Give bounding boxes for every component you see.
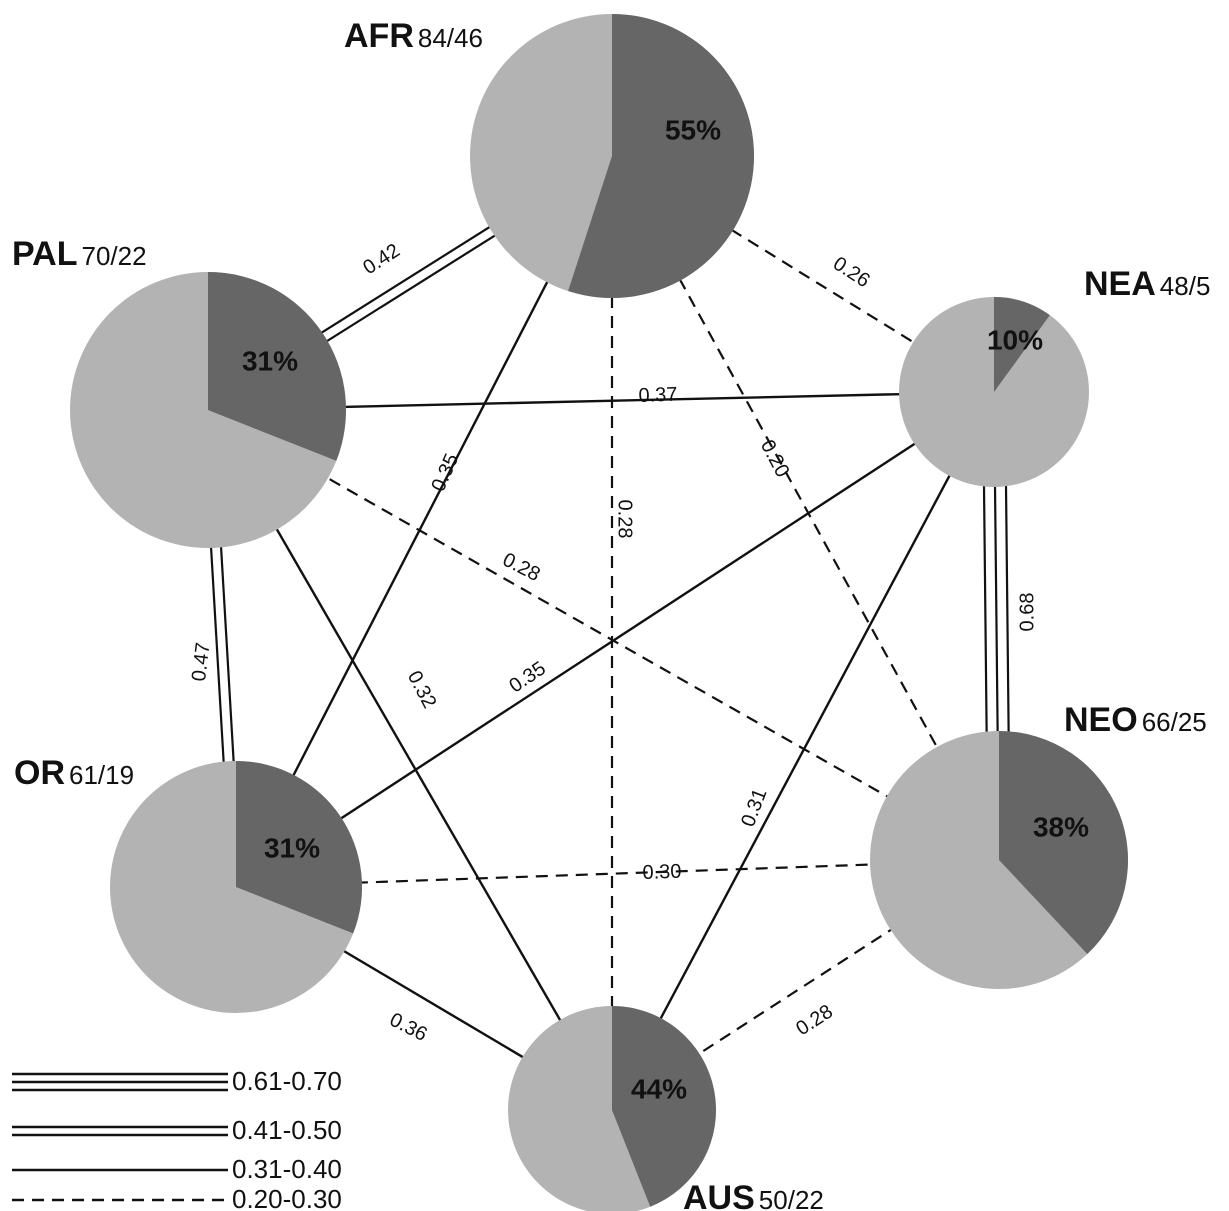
- nodes-layer: 55% AFR 84/46 31% PAL 70/22 10% NEA 48/5 38% NEO 66…: [12, 14, 1210, 1211]
- region-counts: 50/22: [759, 1185, 824, 1211]
- legend-label: 0.31-0.40: [232, 1154, 342, 1184]
- edge-label-pal-or: 0.47: [188, 641, 215, 682]
- region-node-nea: 10% NEA 48/5: [899, 265, 1210, 487]
- region-name: NEO: [1064, 701, 1138, 739]
- edge-line: [611, 155, 995, 393]
- edge-label-nea-neo: 0.68: [1016, 593, 1038, 632]
- pie-share-or: [236, 761, 362, 934]
- edge-label-pal-aus: 0.32: [403, 667, 441, 712]
- edge-nea-or: [235, 390, 995, 889]
- region-label-aus: AUS 50/22: [683, 1179, 824, 1211]
- edge-label-nea-aus: 0.31: [737, 786, 771, 830]
- edge-line: [611, 155, 1000, 861]
- percent-label-or: 31%: [264, 832, 320, 863]
- percent-label-aus: 44%: [631, 1073, 687, 1104]
- edge-label-neo-aus: 0.28: [792, 1001, 837, 1041]
- edge-label-afr-aus: 0.28: [614, 500, 636, 539]
- edge-nea-aus: [610, 391, 996, 1111]
- region-label-pal: PAL 70/22: [12, 235, 147, 273]
- pie-share-aus: [612, 1006, 716, 1207]
- legend-item-double: 0.41-0.50: [12, 1115, 342, 1145]
- region-label-afr: AFR 84/46: [344, 17, 483, 55]
- region-label-or: OR 61/19: [14, 754, 134, 792]
- region-name: AUS: [683, 1179, 755, 1211]
- edge-label-or-aus: 0.36: [386, 1009, 431, 1046]
- legend: 0.61-0.70 0.41-0.50 0.31-0.400.20-0.30: [12, 1066, 342, 1211]
- edge-label-afr-nea: 0.26: [829, 253, 874, 293]
- percent-label-nea: 10%: [987, 324, 1043, 355]
- pie-share-pal: [208, 272, 346, 461]
- legend-item-triple: 0.61-0.70: [12, 1066, 342, 1096]
- region-node-pal: 31% PAL 70/22: [12, 235, 346, 548]
- region-counts: 66/25: [1142, 707, 1207, 737]
- region-counts: 61/19: [69, 760, 134, 790]
- edge-label-nea-or: 0.35: [505, 657, 550, 697]
- legend-label: 0.20-0.30: [232, 1184, 342, 1211]
- region-counts: 84/46: [418, 23, 483, 53]
- region-node-aus: 44% AUS 50/22: [508, 1006, 824, 1211]
- pie-share-neo: [999, 731, 1128, 955]
- edge-line: [207, 409, 1000, 861]
- region-label-neo: NEO 66/25: [1064, 701, 1207, 739]
- pie-share-nea: [994, 297, 1050, 392]
- region-label-nea: NEA 48/5: [1084, 265, 1210, 303]
- legend-label: 0.61-0.70: [232, 1066, 342, 1096]
- pie-share-afr: [568, 14, 754, 298]
- legend-item-single: 0.31-0.40: [12, 1154, 342, 1184]
- region-counts: 70/22: [81, 241, 146, 271]
- region-name: PAL: [12, 235, 77, 273]
- edge-label-afr-or: 0.35: [427, 450, 463, 495]
- legend-item-dashed: 0.20-0.30: [12, 1184, 342, 1211]
- legend-label: 0.41-0.50: [232, 1115, 342, 1145]
- percent-label-pal: 31%: [242, 345, 298, 376]
- edge-line: [235, 390, 995, 889]
- edge-line: [610, 391, 996, 1111]
- edge-afr-nea: [611, 155, 995, 393]
- region-node-afr: 55% AFR 84/46: [344, 14, 754, 298]
- region-name: AFR: [344, 17, 414, 55]
- edge-label-or-neo: 0.30: [642, 861, 682, 884]
- region-name: OR: [14, 754, 65, 792]
- edge-afr-neo: [611, 155, 1000, 861]
- edge-label-afr-pal: 0.42: [359, 240, 404, 280]
- edge-pal-neo: [207, 409, 1000, 861]
- edge-line: [235, 858, 1000, 889]
- edge-label-pal-nea: 0.37: [638, 384, 678, 407]
- percent-label-afr: 55%: [665, 114, 721, 145]
- region-name: NEA: [1084, 265, 1156, 303]
- edge-or-neo: [235, 858, 1000, 889]
- percent-label-neo: 38%: [1033, 811, 1089, 842]
- region-counts: 48/5: [1160, 271, 1211, 301]
- region-node-neo: 38% NEO 66/25: [870, 701, 1207, 989]
- region-node-or: 31% OR 61/19: [14, 754, 362, 1013]
